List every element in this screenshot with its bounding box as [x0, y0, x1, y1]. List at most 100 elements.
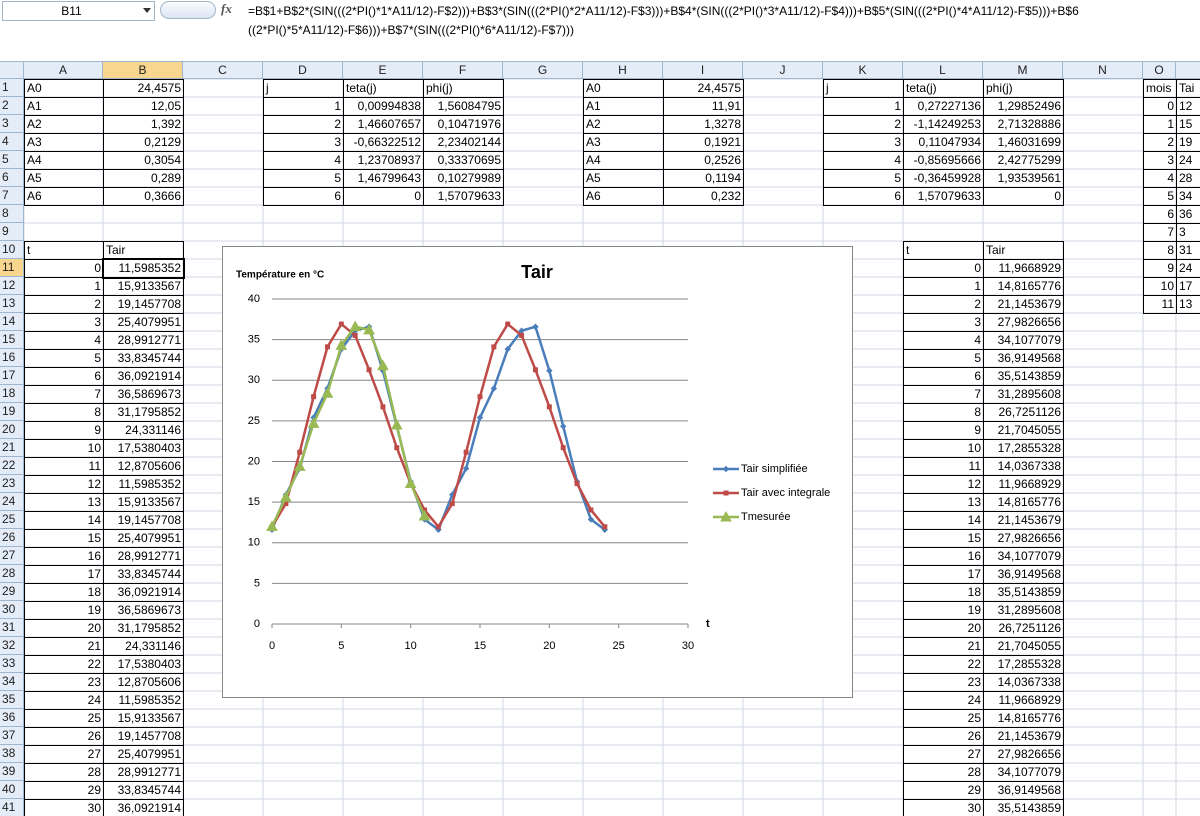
cell[interactable]: 0,10471976 — [423, 115, 504, 134]
cell[interactable]: 12,05 — [103, 97, 184, 116]
cell[interactable]: 15,9133567 — [103, 709, 184, 728]
cell[interactable]: phi(j) — [423, 79, 504, 98]
row-header[interactable]: 8 — [0, 205, 24, 223]
cell[interactable]: 12 — [24, 475, 104, 494]
cell[interactable]: 21 — [903, 637, 984, 656]
cell[interactable]: mois — [1143, 79, 1177, 98]
column-header[interactable]: I — [663, 62, 743, 79]
cell[interactable]: 1,3278 — [663, 115, 744, 134]
row-header[interactable]: 34 — [0, 673, 24, 691]
cell[interactable]: 9 — [1143, 259, 1177, 278]
cell[interactable]: 14,0367338 — [983, 457, 1064, 476]
cell[interactable]: 31,1795852 — [103, 619, 184, 638]
cell[interactable]: teta(j) — [903, 79, 984, 98]
cell[interactable]: 35,5143859 — [983, 799, 1064, 816]
cell[interactable]: 19 — [903, 601, 984, 620]
cell[interactable]: 17,5380403 — [103, 439, 184, 458]
cell[interactable]: 1 — [24, 277, 104, 296]
row-header[interactable]: 41 — [0, 799, 24, 816]
column-header[interactable]: D — [263, 62, 343, 79]
cell[interactable]: teta(j) — [343, 79, 424, 98]
cell[interactable]: -0,85695666 — [903, 151, 984, 170]
cell[interactable]: 17,2855328 — [983, 655, 1064, 674]
cell[interactable]: t — [24, 241, 104, 260]
row-header[interactable]: 4 — [0, 133, 24, 151]
cell[interactable]: 0,3054 — [103, 151, 184, 170]
cell[interactable]: 1,46031699 — [983, 133, 1064, 152]
cell[interactable]: 13 — [24, 493, 104, 512]
cell[interactable]: Tai — [1176, 79, 1200, 98]
cell[interactable]: 2,23402144 — [423, 133, 504, 152]
cell[interactable]: A3 — [24, 133, 104, 152]
cell[interactable]: 28,9912771 — [103, 763, 184, 782]
cell[interactable]: A3 — [583, 133, 664, 152]
cell[interactable]: 0,00994838 — [343, 97, 424, 116]
cell[interactable]: 24 — [1176, 259, 1200, 278]
cell[interactable]: 17,5380403 — [103, 655, 184, 674]
row-header[interactable]: 28 — [0, 565, 24, 583]
cell[interactable]: 1,46607657 — [343, 115, 424, 134]
cell[interactable]: 36,0921914 — [103, 583, 184, 602]
cell[interactable]: 35,5143859 — [983, 367, 1064, 386]
cell[interactable]: 15 — [903, 529, 984, 548]
cell[interactable]: t — [903, 241, 984, 260]
cell[interactable]: 24,4575 — [103, 79, 184, 98]
cell[interactable]: 34,1077079 — [983, 331, 1064, 350]
name-box-dropdown[interactable] — [143, 8, 151, 13]
cell[interactable]: A5 — [583, 169, 664, 188]
row-header[interactable]: 38 — [0, 745, 24, 763]
cell[interactable]: 5 — [1143, 187, 1177, 206]
cell[interactable]: 11,9668929 — [983, 475, 1064, 494]
cell[interactable]: 5 — [24, 349, 104, 368]
cell[interactable]: 0,27227136 — [903, 97, 984, 116]
cell[interactable]: 6 — [263, 187, 344, 206]
cell[interactable]: 3 — [1143, 151, 1177, 170]
row-header[interactable]: 30 — [0, 601, 24, 619]
cell[interactable]: 26,7251126 — [983, 619, 1064, 638]
cell[interactable]: 24,4575 — [663, 79, 744, 98]
cell[interactable]: 0,289 — [103, 169, 184, 188]
cell[interactable]: 21,1453679 — [983, 295, 1064, 314]
cell[interactable]: 25,4079951 — [103, 313, 184, 332]
column-header[interactable]: O — [1143, 62, 1176, 79]
row-header[interactable]: 36 — [0, 709, 24, 727]
cell[interactable]: 4 — [1143, 169, 1177, 188]
row-header[interactable]: 27 — [0, 547, 24, 565]
cell[interactable]: 18 — [24, 583, 104, 602]
cell[interactable]: 27,9826656 — [983, 529, 1064, 548]
cell[interactable]: 34,1077079 — [983, 547, 1064, 566]
cell[interactable]: 34,1077079 — [983, 763, 1064, 782]
cell[interactable]: 33,8345744 — [103, 565, 184, 584]
cell[interactable]: 11,5985352 — [103, 475, 184, 494]
cell[interactable]: 19 — [1176, 133, 1200, 152]
cell[interactable]: 24,331146 — [103, 637, 184, 656]
cell[interactable]: 11 — [24, 457, 104, 476]
cell[interactable]: 21,7045055 — [983, 421, 1064, 440]
cell[interactable]: 10 — [903, 439, 984, 458]
cell[interactable]: A0 — [583, 79, 664, 98]
column-header[interactable]: L — [903, 62, 983, 79]
cell[interactable]: 1,29852496 — [983, 97, 1064, 116]
cell[interactable]: 19 — [24, 601, 104, 620]
cell[interactable]: A0 — [24, 79, 104, 98]
cell[interactable]: 15 — [24, 529, 104, 548]
row-header[interactable]: 2 — [0, 97, 24, 115]
column-header[interactable]: F — [423, 62, 503, 79]
cell[interactable]: A1 — [24, 97, 104, 116]
cell[interactable]: 11,9668929 — [983, 691, 1064, 710]
cell[interactable]: 0,1194 — [663, 169, 744, 188]
cell[interactable]: 1,93539561 — [983, 169, 1064, 188]
cell[interactable]: 3 — [24, 313, 104, 332]
chart[interactable]: Tair Température en °C t 0 5 10 15 20 25 30 35 40 0 5… — [222, 246, 853, 698]
cell[interactable]: j — [263, 79, 344, 98]
column-header[interactable]: E — [343, 62, 423, 79]
cell[interactable]: 5 — [263, 169, 344, 188]
cell[interactable]: 2 — [823, 115, 904, 134]
cell[interactable]: 2,71328886 — [983, 115, 1064, 134]
cell[interactable]: 11,9668929 — [983, 259, 1064, 278]
cell[interactable]: A2 — [24, 115, 104, 134]
cell[interactable]: 22 — [24, 655, 104, 674]
cell[interactable]: 12,8705606 — [103, 457, 184, 476]
cell[interactable]: 11,91 — [663, 97, 744, 116]
cell[interactable]: 36,9149568 — [983, 349, 1064, 368]
